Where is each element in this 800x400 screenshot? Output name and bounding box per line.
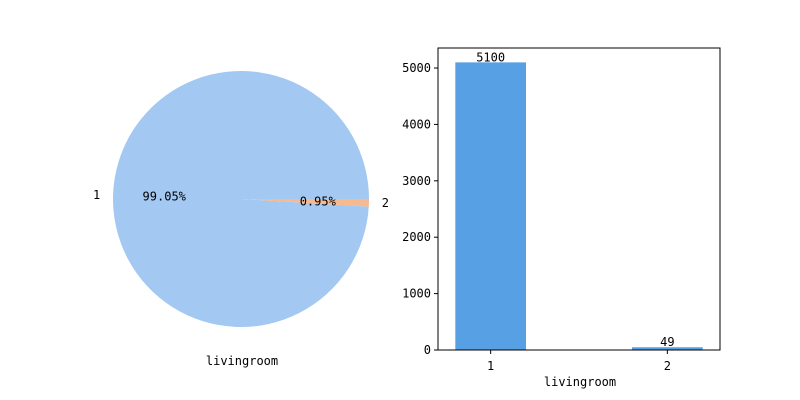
- bar-2: [632, 347, 703, 350]
- pie-xlabel: livingroom: [206, 354, 278, 368]
- x-tick-label-2: 2: [664, 359, 671, 373]
- x-tick-label-1: 1: [487, 359, 494, 373]
- pie-slice-2: [241, 199, 369, 207]
- y-tick-label: 2000: [402, 230, 431, 244]
- bar-xlabel: livingroom: [544, 375, 616, 389]
- pie-percent-label-1: 99.05%: [143, 190, 187, 204]
- pie-slice-1: [113, 70, 369, 327]
- y-tick-label: 5000: [402, 61, 431, 75]
- bar-value-label-2: 49: [660, 335, 674, 349]
- bar-1: [455, 62, 526, 350]
- pie-category-label-2: 2: [382, 196, 389, 210]
- y-tick-label: 1000: [402, 287, 431, 301]
- y-tick-label: 3000: [402, 174, 431, 188]
- pie-category-label-1: 1: [93, 188, 100, 202]
- bar-axes-frame: [437, 47, 721, 351]
- y-tick-label: 0: [424, 343, 431, 357]
- pie-chart: 1 99.05% 2 0.95%: [93, 70, 389, 327]
- bar-value-label-1: 5100: [476, 50, 505, 64]
- bar-chart: 0 1000 2000 3000 4000 5000 5100 1 49 2: [402, 50, 703, 373]
- y-tick-label: 4000: [402, 117, 431, 131]
- pie-percent-label-2: 0.95%: [300, 194, 337, 208]
